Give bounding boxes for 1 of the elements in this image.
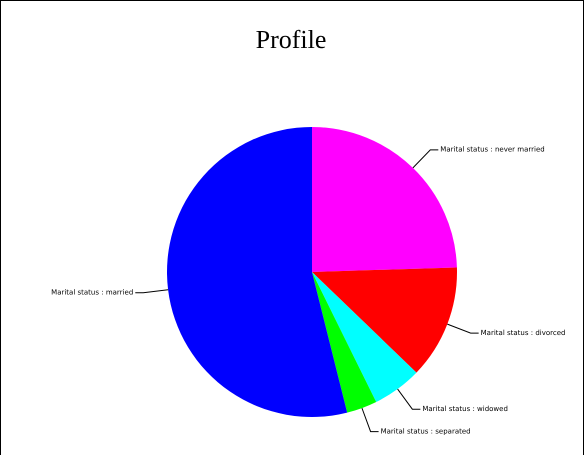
- chart-title: Profile: [256, 24, 326, 54]
